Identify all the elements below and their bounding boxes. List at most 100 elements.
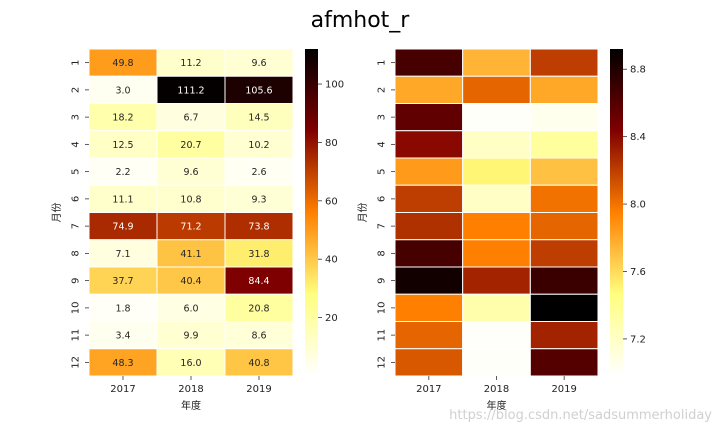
cell-value-label: 49.8 (112, 58, 133, 69)
heatmap-cell (394, 157, 464, 186)
heatmap-cell (462, 75, 531, 104)
y-tick-label: 4 (71, 141, 82, 147)
heatmap-cell (529, 184, 599, 213)
colorbar-tick-label: 8.0 (630, 200, 646, 211)
heatmap-cell (394, 212, 464, 241)
y-tick-label: 11 (377, 329, 388, 342)
cell-value-label: 8.6 (251, 331, 266, 342)
y-tick-label: 10 (71, 302, 82, 315)
heatmap-cell (156, 157, 226, 186)
heatmap-cell (224, 293, 294, 322)
heatmap-cell (394, 103, 464, 132)
heatmap-cell (88, 212, 158, 241)
y-tick-label: 12 (377, 356, 388, 369)
heatmap-cell (88, 239, 158, 268)
heatmap-cell (462, 157, 531, 186)
cell-value-label: 74.9 (112, 222, 133, 233)
heatmap-cell (156, 103, 226, 132)
cell-value-label: 12.5 (112, 140, 133, 151)
colorbar-tick-label: 8.4 (630, 132, 646, 143)
y-tick-label: 3 (377, 114, 388, 120)
heatmap-cell (529, 293, 599, 322)
heatmap-cell (224, 75, 294, 104)
cell-value-label: 10.8 (180, 194, 201, 205)
colorbar-tick-label: 8.8 (630, 65, 646, 76)
colorbar-tick-label: 100 (325, 80, 344, 91)
heatmap-cell (462, 293, 531, 322)
y-tick-label: 7 (377, 223, 388, 229)
heatmap-cell (462, 130, 531, 159)
y-tick-label: 10 (377, 302, 388, 315)
x-tick-label: 2019 (246, 384, 271, 395)
heatmap-cell (529, 239, 599, 268)
x-tick-label: 2017 (110, 384, 135, 395)
heatmap-cell (462, 266, 531, 295)
heatmap-cell (88, 293, 158, 322)
cell-value-label: 20.7 (180, 140, 201, 151)
cell-value-label: 7.1 (115, 249, 130, 260)
heatmap-cell (156, 239, 226, 268)
cell-value-label: 40.8 (248, 358, 269, 369)
heatmap-cell (88, 130, 158, 159)
heatmap-cell (394, 293, 464, 322)
cell-value-label: 9.6 (183, 167, 198, 178)
colorbar-tick-label: 20 (325, 313, 338, 324)
cell-value-label: 6.7 (183, 113, 198, 124)
cell-value-label: 11.2 (180, 58, 201, 69)
heatmap-cell (224, 184, 294, 213)
cell-value-label: 14.5 (248, 113, 269, 124)
y-axis-label: 月份 (51, 203, 63, 223)
left-heatmap-panel: 49.8 11.2 9.6 3.0 111.2 105.6 18.2 6.7 14.5 12.5 2… (51, 48, 344, 412)
cell-value-label: 111.2 (177, 85, 204, 96)
y-tick-label: 8 (71, 250, 82, 256)
heatmap-cell (394, 130, 464, 159)
heatmap-cell (529, 103, 599, 132)
y-tick-label: 9 (71, 277, 82, 283)
heatmap-cell (394, 75, 464, 104)
heatmap-cell (156, 293, 226, 322)
heatmap-cell (529, 75, 599, 104)
heatmap-cell (394, 266, 464, 295)
heatmap-cell (224, 348, 294, 377)
watermark-text: https://blog.csdn.net/sadsummerholiday (449, 408, 712, 423)
cell-value-label: 9.3 (251, 194, 266, 205)
y-tick-label: 4 (377, 141, 388, 147)
cell-value-label: 9.6 (251, 58, 266, 69)
x-tick-label: 2018 (178, 384, 203, 395)
figure-suptitle: afmhot_r (311, 8, 411, 33)
heatmap-cell (394, 48, 464, 77)
heatmap-cell (462, 48, 531, 77)
heatmap-cell (529, 348, 599, 377)
cell-value-label: 20.8 (248, 303, 269, 314)
cell-value-label: 48.3 (112, 358, 133, 369)
cell-value-label: 3.4 (115, 331, 130, 342)
cell-value-label: 9.9 (183, 331, 198, 342)
cell-value-label: 71.2 (180, 222, 201, 233)
colorbar-tick-label: 80 (325, 138, 338, 149)
y-tick-label: 11 (71, 329, 82, 342)
heatmap-cell (462, 103, 531, 132)
y-tick-label: 7 (71, 223, 82, 229)
heatmap-cell (224, 266, 294, 295)
x-tick-label: 2017 (416, 384, 441, 395)
y-tick-label: 6 (71, 196, 82, 202)
cell-value-label: 6.0 (183, 303, 198, 314)
heatmap-cell (529, 266, 599, 295)
heatmap-cell (462, 239, 531, 268)
cell-value-label: 31.8 (248, 249, 269, 260)
colorbar-tick-label: 7.6 (630, 267, 646, 278)
cell-value-label: 73.8 (248, 222, 269, 233)
heatmap-cell (529, 321, 599, 350)
cell-value-label: 11.1 (112, 194, 133, 205)
x-axis-label: 年度 (181, 399, 201, 412)
heatmap-cell (394, 348, 464, 377)
heatmap-cell (224, 212, 294, 241)
y-axis-label: 月份 (357, 203, 369, 223)
cell-value-label: 10.2 (248, 140, 269, 151)
y-tick-label: 8 (377, 250, 388, 256)
cell-value-label: 2.6 (251, 167, 266, 178)
colorbar-tick-label: 7.2 (630, 334, 646, 345)
colorbar-tick-label: 40 (325, 255, 338, 266)
y-tick-label: 5 (71, 168, 82, 174)
